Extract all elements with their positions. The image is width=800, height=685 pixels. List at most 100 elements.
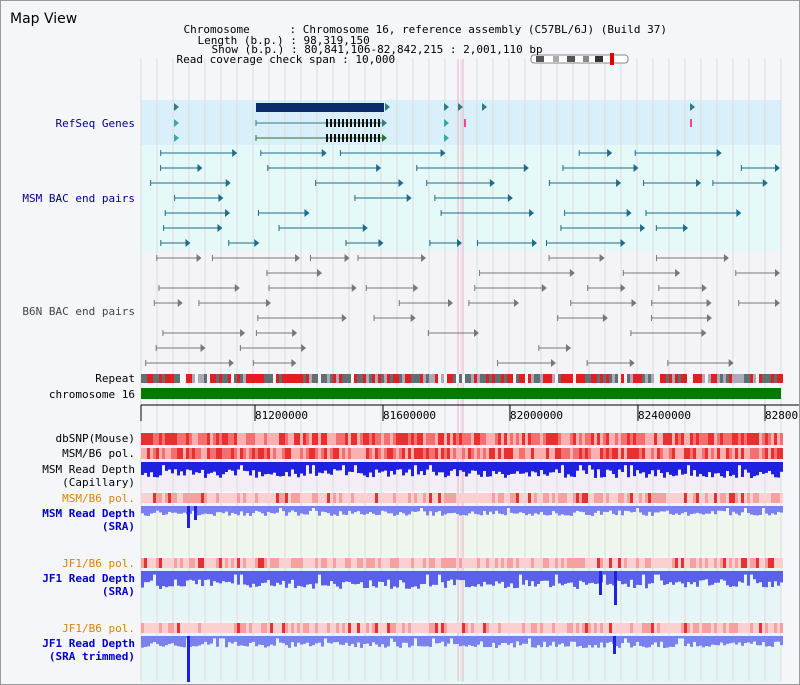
read-depth-bar — [189, 571, 192, 580]
read-depth-bar — [228, 506, 231, 516]
read-depth-bar — [495, 462, 498, 474]
read-depth-bar — [429, 636, 432, 647]
exon — [334, 119, 336, 127]
polymorphism-cell — [213, 623, 216, 633]
read-depth-bar — [492, 506, 495, 515]
polymorphism-cell — [612, 448, 615, 459]
read-depth-bar — [147, 462, 150, 477]
polymorphism-cell — [264, 493, 267, 503]
polymorphism-cell — [249, 493, 252, 503]
polymorphism-cell — [207, 493, 210, 503]
repeat-segment — [321, 374, 324, 383]
polymorphism-cell — [588, 623, 591, 633]
polymorphism-cell — [267, 558, 270, 568]
polymorphism-cell — [777, 448, 780, 459]
read-depth-bar — [771, 571, 774, 587]
polymorphism-cell — [213, 448, 216, 459]
repeat-segment — [621, 374, 624, 383]
polymorphism-cell — [597, 623, 600, 633]
repeat-segment — [639, 374, 642, 383]
read-depth-bar — [450, 462, 453, 471]
read-depth-bar — [489, 636, 492, 648]
polymorphism-cell — [540, 493, 543, 503]
read-depth-bar — [636, 571, 639, 585]
polymorphism-cell — [171, 493, 174, 503]
repeat-segment — [381, 374, 384, 383]
polymorphism-cell — [276, 623, 279, 633]
polymorphism-cell — [180, 623, 183, 633]
repeat-segment — [633, 374, 636, 383]
polymorphism-cell — [753, 448, 756, 459]
polymorphism-cell — [567, 558, 570, 568]
msm-bac-pair — [616, 179, 622, 187]
read-depth-bar — [225, 462, 228, 472]
polymorphism-cell — [282, 433, 285, 445]
read-depth-bar — [315, 462, 318, 476]
polymorphism-cell — [729, 448, 732, 459]
read-depth-bar — [192, 462, 195, 475]
read-depth-bar — [426, 506, 429, 516]
polymorphism-cell — [744, 623, 747, 633]
repeat-segment — [390, 374, 393, 383]
read-depth-bar — [222, 636, 225, 639]
read-depth-bar — [540, 571, 543, 581]
read-depth-bar — [486, 636, 489, 648]
polymorphism-cell — [459, 623, 462, 633]
read-depth-bar — [654, 636, 657, 643]
polymorphism-cell — [441, 448, 444, 459]
polymorphism-cell — [456, 493, 459, 503]
read-depth-bar — [213, 636, 216, 639]
read-depth-bar — [651, 636, 654, 645]
polymorphism-cell — [609, 493, 612, 503]
read-depth-bar — [558, 506, 561, 516]
polymorphism-cell — [486, 448, 489, 459]
polymorphism-cell — [669, 493, 672, 503]
polymorphism-cell — [537, 558, 540, 568]
polymorphism-cell — [585, 448, 588, 459]
read-depth-bar — [735, 571, 738, 587]
polymorphism-cell — [570, 493, 573, 503]
repeat-segment — [723, 374, 726, 383]
track-label-refseq[interactable]: RefSeq Genes — [55, 117, 135, 130]
repeat-segment — [570, 374, 573, 383]
track-label-b6n-bac[interactable]: B6N BAC end pairs — [22, 305, 135, 318]
read-depth-bar — [438, 462, 441, 473]
track-label-msm-bac[interactable]: MSM BAC end pairs — [22, 192, 135, 205]
polymorphism-cell — [765, 558, 768, 568]
polymorphism-cell — [483, 558, 486, 568]
polymorphism-cell — [720, 433, 723, 445]
read-depth-bar — [612, 506, 615, 514]
repeat-segment — [387, 374, 390, 383]
polymorphism-cell — [309, 623, 312, 633]
chromosome-label: Chromosome — [183, 23, 250, 36]
read-depth-bar — [276, 506, 279, 513]
polymorphism-cell — [585, 493, 588, 503]
repeat-segment — [549, 374, 552, 383]
repeat-segment — [591, 374, 594, 383]
polymorphism-cell — [651, 433, 654, 445]
repeat-segment — [762, 374, 765, 383]
read-depth-bar — [708, 571, 711, 586]
polymorphism-cell — [366, 493, 369, 503]
read-depth-bar — [531, 506, 534, 516]
repeat-segment — [369, 374, 372, 383]
polymorphism-cell — [564, 448, 567, 459]
ideogram-band — [583, 56, 589, 62]
read-depth-bar — [252, 571, 255, 584]
read-depth-bar — [477, 506, 480, 515]
read-depth-bar — [375, 571, 378, 588]
polymorphism-cell — [360, 493, 363, 503]
read-depth-bar — [453, 462, 456, 470]
read-depth-bar — [732, 462, 735, 475]
exon — [362, 119, 364, 127]
read-depth-bar — [171, 462, 174, 474]
polymorphism-cell — [159, 493, 162, 503]
polymorphism-cell — [750, 433, 753, 445]
polymorphism-cell — [600, 493, 603, 503]
polymorphism-cell — [249, 558, 252, 568]
repeat-segment — [450, 374, 453, 383]
polymorphism-cell — [636, 448, 639, 459]
length-info: Length (b.p.) : 98,319,150 — [197, 34, 370, 47]
polymorphism-cell — [387, 558, 390, 568]
exon — [366, 134, 368, 142]
